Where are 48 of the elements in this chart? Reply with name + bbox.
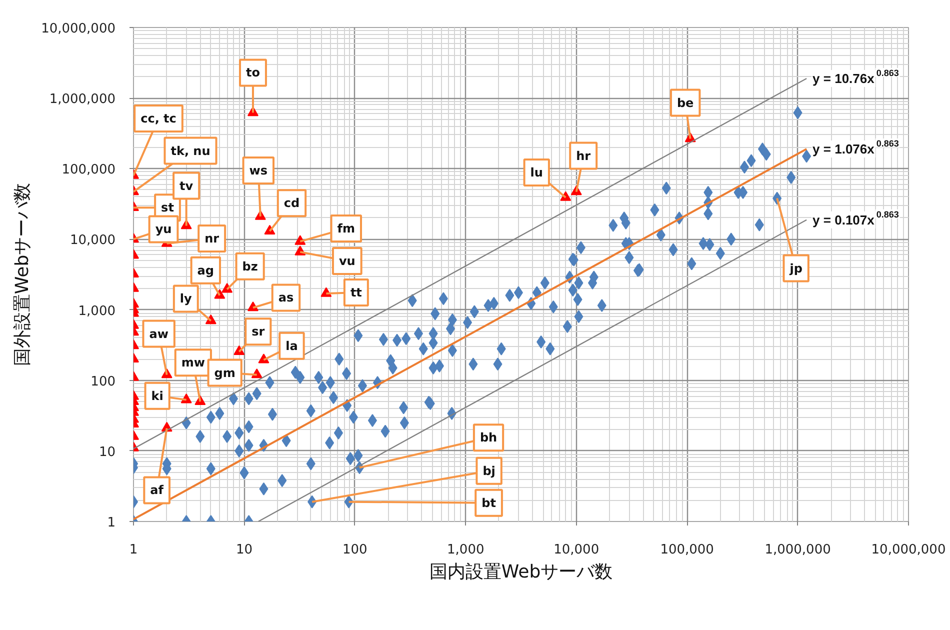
y-tick-label: 10 [98,444,116,460]
y-tick-label: 1 [107,516,116,530]
annotation: aw [149,326,168,341]
annotation: yu [155,222,172,236]
annotation: la [286,338,298,353]
annotation: af [150,483,164,498]
annotation: lu [530,166,543,180]
annotation: hr [576,148,591,163]
y-tick-label: 1,000,000 [49,92,116,108]
y-axis-title: 国外設置Webサーバ数 [12,182,34,366]
x-tick-label: 10,000 [554,542,600,558]
annotation: mw [181,356,205,370]
annotation: jp [788,261,803,276]
annotation: be [676,96,694,110]
annotation: cd [284,196,300,210]
annotation: bj [482,464,496,478]
annotation: tk, nu [170,144,210,158]
annotation: to [246,66,260,80]
annotation: bh [480,430,498,445]
annotation: vu [338,254,356,268]
y-tick-label: 10,000 [70,233,116,248]
annotation: bz [242,259,258,274]
annotation: bt [482,496,496,510]
annotation: as [278,290,294,305]
annotation: sr [252,324,265,339]
x-axis-title: 国内設置Webサーバ数 [429,562,613,582]
annotation: gm [214,366,236,380]
x-tick-label: 10 [236,542,252,558]
y-tick-label: 100,000 [62,162,116,178]
annotation: fm [337,221,356,236]
x-tick-label: 10,000,000 [871,542,946,558]
x-tick-label: 100,000 [660,542,714,558]
annotation: tv [180,178,194,193]
y-tick-label: 10,000,000 [41,22,116,36]
annotation: cc, tc [140,111,176,126]
annotation: ws [249,163,268,178]
annotation: ag [197,263,214,278]
x-tick-label: 100 [342,542,368,558]
x-tick-label: 1,000 [447,542,484,558]
y-tick-label: 1,000 [78,304,116,319]
x-tick-label: 1 [129,542,138,558]
x-tick-label: 1,000,000 [764,542,831,558]
annotation: ly [180,292,192,306]
annotation: ki [151,388,164,403]
annotation: nr [204,231,220,246]
y-tick-label: 100 [90,374,116,390]
annotation: st [161,200,174,215]
annotation: tt [350,286,362,300]
